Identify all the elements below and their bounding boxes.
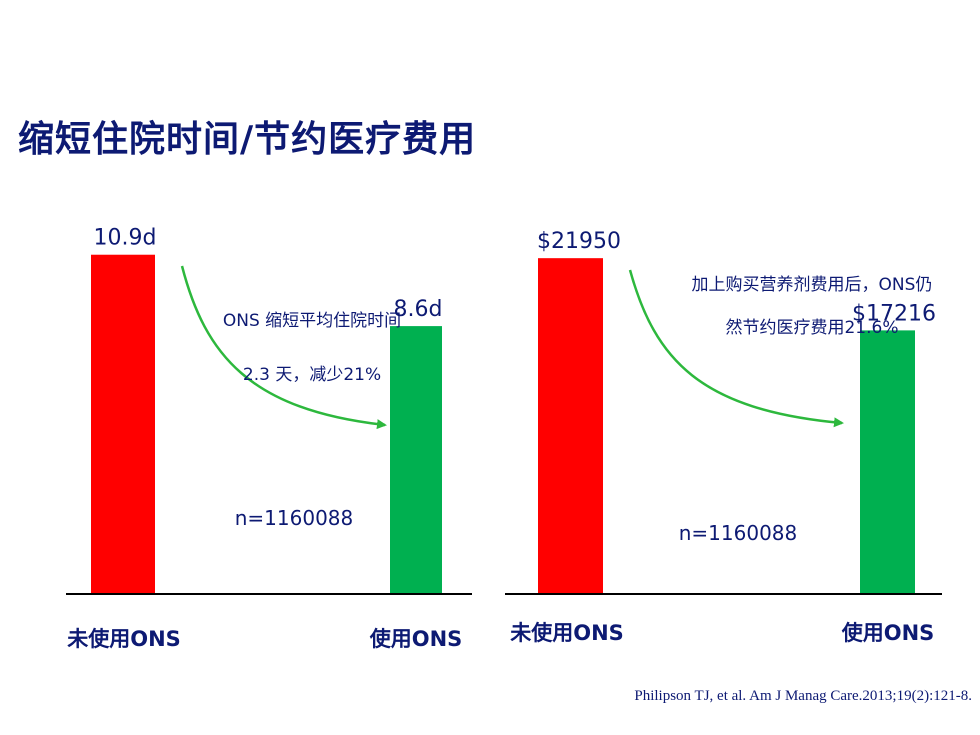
decrease-arrow [180, 265, 387, 430]
category-label: 使用ONS [841, 621, 935, 645]
bar-without-ons [91, 254, 155, 594]
annotation-line: ONS 缩短平均住院时间 [223, 311, 401, 331]
sample-size-label: n=1160088 [235, 506, 354, 530]
category-label: 使用ONS [369, 627, 463, 651]
sample-size-label: n=1160088 [679, 521, 798, 545]
chart-medical-cost: $21950 $17216 未使用ONS 使用ONS 加上购买营养剂费用后，ON… [505, 229, 942, 645]
bar-value-label: 10.9d [94, 226, 157, 251]
chart-length-of-stay: 10.9d 8.6d 未使用ONS 使用ONS ONS 缩短平均住院时间 2.3… [66, 226, 472, 651]
bar-value-label: $17216 [852, 301, 936, 326]
bar-with-ons [860, 330, 915, 593]
annotation-line: 2.3 天，减少21% [243, 365, 381, 385]
annotation-line: 加上购买营养剂费用后，ONS仍 [692, 275, 933, 295]
decrease-arrow [628, 269, 844, 428]
citation: Philipson TJ, et al. Am J Manag Care.201… [634, 688, 972, 704]
category-label: 未使用ONS [67, 627, 181, 651]
bar-without-ons [538, 258, 603, 593]
bar-value-label: 8.6d [394, 297, 443, 322]
annotation-line: 然节约医疗费用21.6% [725, 318, 898, 338]
page-title: 缩短住院时间/节约医疗费用 [18, 119, 477, 160]
category-label: 未使用ONS [510, 621, 624, 645]
bar-value-label: $21950 [537, 229, 621, 254]
bar-with-ons [390, 326, 442, 593]
